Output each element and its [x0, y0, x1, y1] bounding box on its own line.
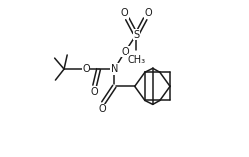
Text: O: O — [144, 8, 152, 18]
Text: N: N — [111, 64, 118, 74]
Text: O: O — [90, 87, 98, 97]
Text: O: O — [122, 47, 129, 57]
Text: CH₃: CH₃ — [127, 55, 145, 65]
Text: O: O — [121, 8, 128, 18]
Text: S: S — [133, 30, 139, 40]
Text: O: O — [99, 104, 106, 114]
Text: O: O — [82, 64, 90, 74]
